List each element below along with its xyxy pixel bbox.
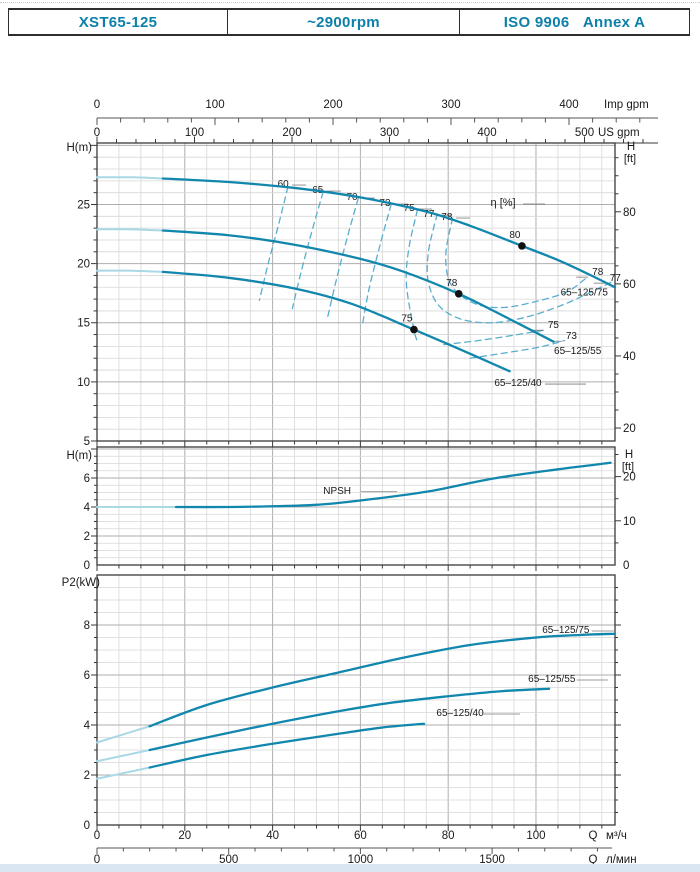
svg-text:20: 20 [77,259,90,271]
svg-text:75: 75 [548,320,560,331]
svg-text:4: 4 [84,502,91,514]
svg-text:10: 10 [623,516,636,528]
svg-text:H: H [627,141,635,153]
svg-text:78: 78 [592,267,604,278]
header-bar: XST65-125 ~2900rpm ISO 9906 Annex A [8,8,690,36]
svg-text:0: 0 [94,99,100,111]
svg-text:0: 0 [94,830,100,842]
svg-text:15: 15 [77,318,90,330]
p2-chart: 0 2 4 6 8 P2(kW) 65–125/75 65–125/55 65–125/40 [62,574,621,832]
svg-text:0: 0 [94,854,100,866]
svg-text:η [%]: η [%] [491,197,516,209]
svg-text:65–125/75: 65–125/75 [561,288,609,299]
npsh-chart: 0 2 4 6 0 10 20 H(m) H[ft] NPSH [66,446,636,572]
svg-text:6: 6 [84,473,90,485]
svg-text:м³/ч: м³/ч [606,830,627,842]
svg-text:300: 300 [441,99,460,111]
standard-label: ISO 9906 Annex A [503,13,646,31]
svg-text:10: 10 [77,377,90,389]
svg-text:H(m): H(m) [66,142,92,154]
svg-text:2: 2 [84,770,90,782]
svg-text:1000: 1000 [348,854,374,866]
svg-text:25: 25 [77,199,90,211]
svg-text:0: 0 [84,820,90,832]
model-label: XST65-125 [78,13,158,31]
svg-text:H(m): H(m) [66,450,92,462]
svg-text:20: 20 [623,472,636,484]
svg-text:100: 100 [526,830,545,842]
svg-text:Q: Q [589,854,598,866]
svg-text:77: 77 [610,273,622,284]
svg-text:NPSH: NPSH [323,486,351,497]
svg-text:[ft]: [ft] [622,461,634,473]
svg-text:H: H [625,449,633,461]
svg-text:л/мин: л/мин [606,854,637,866]
svg-text:Q: Q [589,830,598,842]
svg-text:8: 8 [84,620,90,632]
svg-text:P2(kW): P2(kW) [62,577,101,589]
top-flow-scales: 0 100 200 300 400 Imp gpm 0 100 200 300 400 500 US g… [94,99,658,144]
svg-text:77: 77 [423,209,435,220]
svg-text:400: 400 [559,99,578,111]
svg-text:500: 500 [575,127,594,139]
speed-cell: ~2900rpm [227,10,459,34]
speed-label: ~2900rpm [307,13,380,31]
svg-text:65–125/40: 65–125/40 [494,378,542,389]
svg-text:6: 6 [84,670,90,682]
svg-text:US gpm: US gpm [598,127,640,139]
svg-text:73: 73 [566,331,578,342]
svg-text:0: 0 [623,560,629,572]
svg-text:400: 400 [477,127,496,139]
svg-text:20: 20 [623,423,636,435]
svg-text:0: 0 [94,127,100,139]
svg-text:0: 0 [84,560,90,572]
svg-text:65–125/40: 65–125/40 [436,708,484,719]
svg-text:Imp gpm: Imp gpm [604,99,649,111]
svg-text:60: 60 [623,279,636,291]
svg-text:70: 70 [346,192,358,203]
svg-text:100: 100 [205,99,224,111]
svg-text:65–125/55: 65–125/55 [528,674,576,685]
svg-text:40: 40 [266,830,279,842]
svg-text:5: 5 [84,436,90,448]
svg-text:73: 73 [379,198,391,209]
svg-text:200: 200 [323,99,342,111]
svg-text:4: 4 [84,720,91,732]
page-bottom-band [0,864,700,872]
page-top-rule [0,2,700,3]
svg-text:40: 40 [623,351,636,363]
svg-text:300: 300 [380,127,399,139]
svg-text:60: 60 [354,830,367,842]
svg-text:78: 78 [446,278,458,289]
svg-text:80: 80 [509,230,521,241]
svg-text:20: 20 [178,830,191,842]
svg-text:65–125/55: 65–125/55 [554,346,602,357]
svg-text:80: 80 [623,207,636,219]
svg-text:100: 100 [185,127,204,139]
svg-text:75: 75 [401,314,413,325]
svg-text:2: 2 [84,531,90,543]
svg-text:60: 60 [278,179,290,190]
svg-text:1500: 1500 [479,854,505,866]
svg-text:[ft]: [ft] [624,153,636,165]
svg-text:500: 500 [219,854,238,866]
svg-text:80: 80 [442,830,455,842]
svg-text:200: 200 [282,127,301,139]
model-cell: XST65-125 [9,10,227,34]
svg-text:65–125/75: 65–125/75 [542,625,590,636]
standard-cell: ISO 9906 Annex A [459,10,689,34]
